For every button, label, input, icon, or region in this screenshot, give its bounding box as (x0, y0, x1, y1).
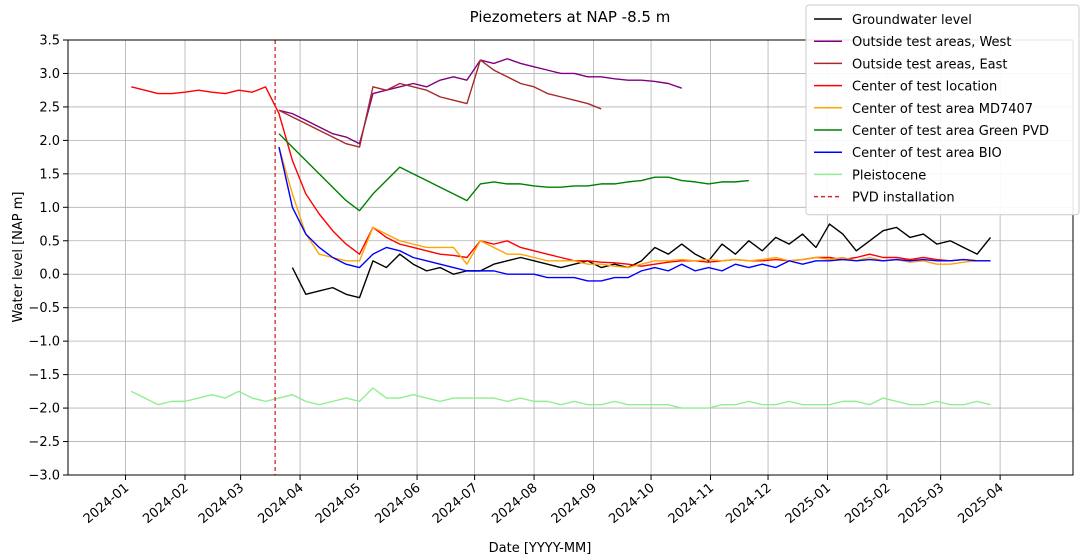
series-line (278, 146, 991, 269)
series-line (130, 387, 991, 409)
legend-label: Center of test area Green PVD (852, 124, 1049, 139)
y-tick-label: −3.0 (28, 469, 60, 484)
series-line (278, 146, 991, 282)
x-tick-label: 2024-11 (666, 481, 717, 527)
y-tick-label: 2.5 (39, 100, 60, 115)
y-tick-label: −1.0 (28, 335, 60, 350)
legend: Groundwater level Outside test areas, Wes… (805, 4, 1080, 216)
x-tick-label: 2024-03 (196, 481, 247, 527)
legend-box (805, 4, 1080, 216)
y-tick-label: 2.0 (39, 134, 60, 149)
chart-title: Piezometers at NAP -8.5 m (470, 8, 671, 26)
legend-label: Outside test areas, West (852, 35, 1011, 50)
plot-frame (67, 39, 1074, 476)
series-line (278, 58, 682, 145)
x-tick-label: 2025-03 (896, 481, 947, 527)
legend-label: Center of test location (852, 80, 997, 95)
x-tick-label: 2024-08 (489, 481, 540, 527)
legend-label: Groundwater level (852, 13, 972, 28)
x-tick-label: 2024-05 (313, 481, 364, 527)
legend-label: Pleistocene (852, 168, 926, 183)
x-tick-label: 2024-02 (140, 481, 191, 527)
x-tick-label: 2024-04 (255, 481, 306, 527)
y-tick-label: −0.5 (28, 301, 60, 316)
y-tick-label: 1.5 (39, 167, 60, 182)
x-tick-label: 2024-01 (81, 481, 132, 527)
x-tick-label: 2024-12 (723, 481, 774, 527)
series-line (278, 133, 749, 212)
y-tick-label: 3.5 (39, 34, 60, 49)
series-line (278, 59, 602, 148)
x-tick-label: 2024-09 (549, 481, 600, 527)
legend-label: Outside test areas, East (852, 57, 1008, 72)
x-tick-label: 2024-07 (430, 481, 481, 527)
x-tick-label: 2025-02 (842, 481, 893, 527)
y-tick-label: −2.0 (28, 402, 60, 417)
y-tick-label: −1.5 (28, 368, 60, 383)
x-tick-label: 2024-10 (606, 481, 657, 527)
y-axis-label: Water level [NAP m] (11, 191, 26, 322)
legend-label: Center of test area BIO (852, 146, 1002, 161)
x-tick-label: 2025-04 (955, 481, 1006, 527)
legend-label: Center of test area MD7407 (852, 102, 1033, 117)
x-axis-label: Date [YYYY-MM] (489, 541, 592, 556)
y-tick-label: 0.5 (39, 234, 60, 249)
y-tick-label: 3.0 (39, 67, 60, 82)
y-tick-label: −2.5 (28, 435, 60, 450)
legend-label: PVD installation (852, 191, 955, 206)
y-tick-label: 0.0 (39, 268, 60, 283)
series-line (291, 223, 992, 299)
x-tick-label: 2024-06 (372, 481, 423, 527)
y-tick-label: 1.0 (39, 201, 60, 216)
x-tick-label: 2025-01 (783, 481, 834, 527)
